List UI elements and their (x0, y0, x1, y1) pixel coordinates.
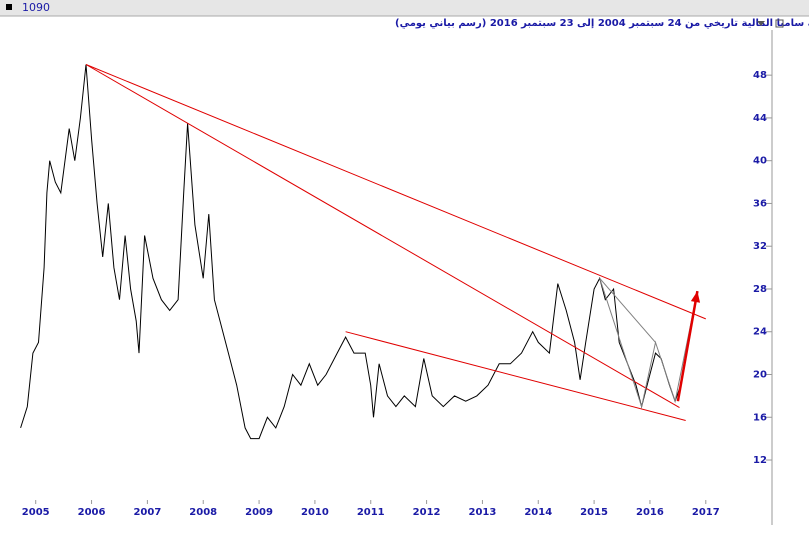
x-tick-label: 2013 (469, 507, 497, 518)
y-tick-label: 44 (753, 113, 767, 124)
trend-line (599, 277, 656, 343)
x-tick-label: 2012 (413, 507, 441, 518)
price-line (20, 64, 682, 440)
y-tick-label: 36 (753, 198, 767, 209)
collapse-button[interactable] (757, 21, 765, 26)
x-tick-label: 2015 (580, 507, 608, 518)
top-bar (0, 0, 809, 16)
x-tick-label: 2010 (301, 507, 329, 518)
y-tick-label: 24 (753, 327, 767, 338)
y-tick-label: 32 (753, 241, 767, 252)
y-tick-label: 40 (753, 156, 767, 167)
y-tick-label: 20 (753, 369, 767, 380)
x-tick-label: 2016 (636, 507, 664, 518)
x-tick-label: 2005 (22, 507, 50, 518)
x-tick-label: 2011 (357, 507, 385, 518)
x-tick-label: 2014 (524, 507, 552, 518)
x-tick-label: 2009 (245, 507, 273, 518)
trend-line (85, 64, 680, 409)
y-tick-label: 28 (753, 284, 767, 295)
symbol: 1090 (22, 1, 50, 14)
x-tick-label: 2008 (189, 507, 217, 518)
x-tick-label: 2007 (133, 507, 161, 518)
symbol-icon (6, 4, 12, 10)
chart-title: مجموعة سامبا المالية تاريخي من 24 سبتمبر… (395, 18, 809, 29)
trend-line (345, 331, 686, 421)
x-tick-label: 2006 (78, 507, 106, 518)
restore-button[interactable] (775, 19, 784, 28)
x-tick-label: 2017 (692, 507, 720, 518)
y-tick-label: 48 (753, 70, 767, 81)
y-tick-label: 16 (753, 412, 767, 423)
trend-line (676, 290, 699, 402)
arrow-head (690, 291, 701, 303)
y-tick-label: 12 (753, 455, 767, 466)
trend-line (85, 64, 706, 320)
